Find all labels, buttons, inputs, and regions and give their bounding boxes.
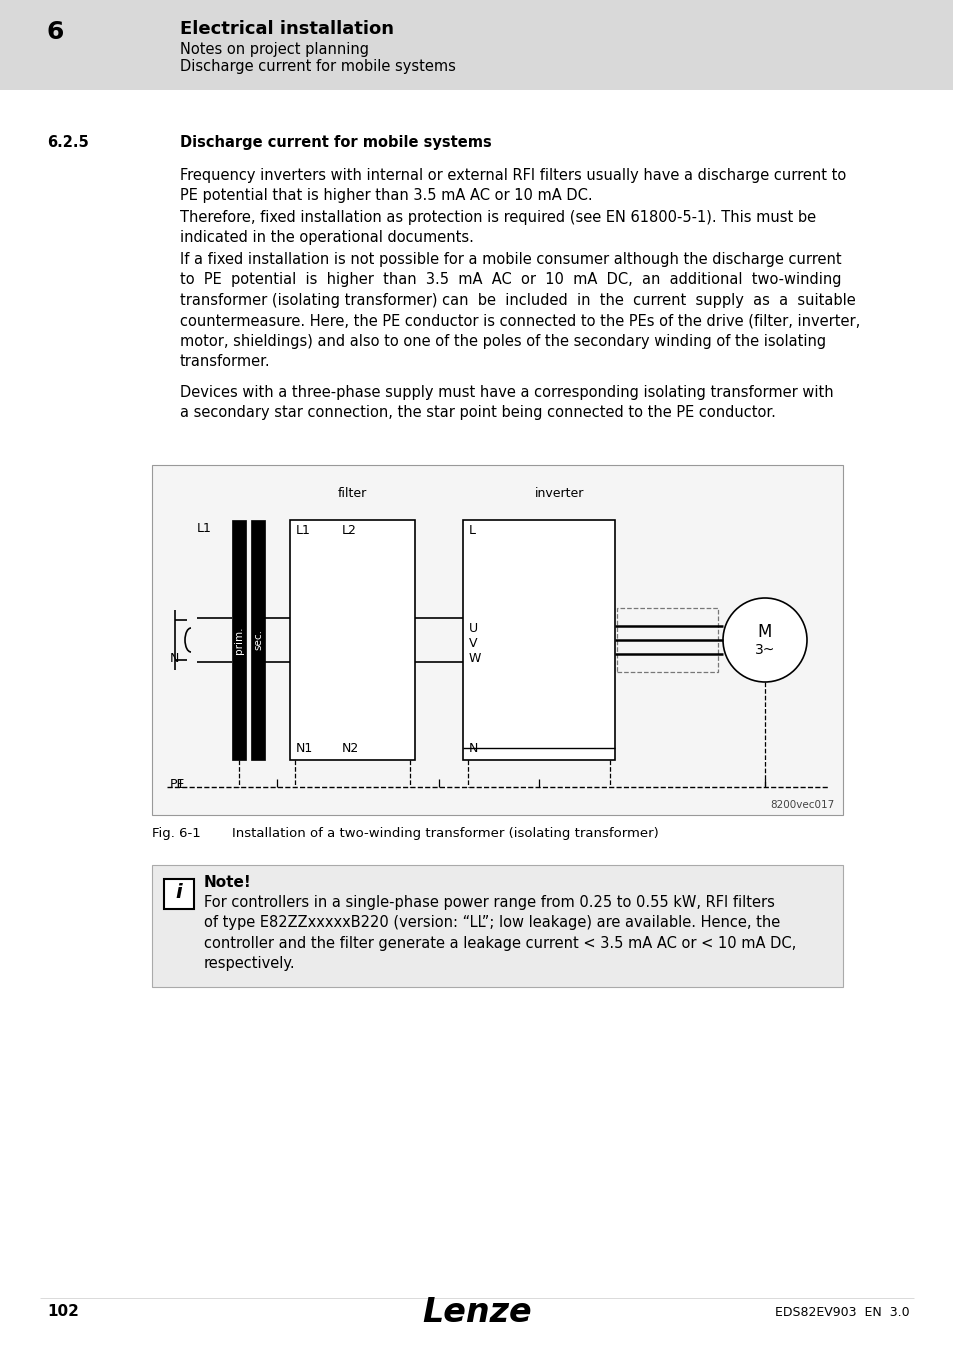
Text: Discharge current for mobile systems: Discharge current for mobile systems: [180, 135, 491, 150]
Text: N: N: [469, 743, 477, 755]
Text: N: N: [170, 652, 179, 666]
Text: Devices with a three-phase supply must have a corresponding isolating transforme: Devices with a three-phase supply must h…: [180, 385, 833, 420]
Text: M: M: [757, 622, 771, 641]
Bar: [152, 865, 842, 987]
Text: Lenze: Lenze: [422, 1296, 531, 1328]
Text: U: U: [469, 622, 477, 634]
Text: sec.: sec.: [253, 629, 263, 651]
Bar: [462, 520, 615, 760]
Text: N1: N1: [295, 743, 313, 755]
Text: filter: filter: [337, 487, 366, 500]
Text: 3~: 3~: [754, 643, 775, 657]
Text: inverter: inverter: [535, 487, 584, 500]
Bar: [232, 520, 246, 760]
Text: 6.2.5: 6.2.5: [47, 135, 89, 150]
Text: EDS82EV903  EN  3.0: EDS82EV903 EN 3.0: [775, 1305, 909, 1319]
Text: 8200vec017: 8200vec017: [770, 801, 834, 810]
Text: If a fixed installation is not possible for a mobile consumer although the disch: If a fixed installation is not possible …: [180, 252, 860, 369]
Text: Frequency inverters with internal or external RFI filters usually have a dischar: Frequency inverters with internal or ext…: [180, 167, 845, 204]
Text: L1: L1: [295, 524, 311, 537]
Text: 6: 6: [47, 20, 64, 45]
Text: prim.: prim.: [233, 626, 244, 653]
Text: Notes on project planning: Notes on project planning: [180, 42, 369, 57]
Text: 102: 102: [47, 1304, 79, 1319]
Text: For controllers in a single-phase power range from 0.25 to 0.55 kW, RFI filters
: For controllers in a single-phase power …: [204, 895, 796, 971]
Text: Note!: Note!: [204, 875, 252, 890]
Bar: [152, 464, 842, 815]
Text: Electrical installation: Electrical installation: [180, 20, 394, 38]
Text: Fig. 6-1: Fig. 6-1: [152, 828, 200, 840]
Bar: [0, 0, 953, 90]
Text: Therefore, fixed installation as protection is required (see EN 61800-5-1). This: Therefore, fixed installation as protect…: [180, 211, 815, 246]
Text: L2: L2: [341, 524, 356, 537]
Text: PE: PE: [170, 778, 185, 791]
Bar: [617, 608, 718, 672]
Bar: [290, 520, 415, 760]
Text: N2: N2: [341, 743, 359, 755]
Text: L: L: [469, 524, 476, 537]
Circle shape: [722, 598, 806, 682]
Text: L1: L1: [196, 522, 212, 535]
Bar: [164, 879, 193, 909]
Text: V: V: [469, 637, 477, 649]
Text: Installation of a two-winding transformer (isolating transformer): Installation of a two-winding transforme…: [232, 828, 659, 840]
Text: W: W: [469, 652, 481, 666]
Bar: [251, 520, 265, 760]
Text: i: i: [175, 883, 182, 903]
Text: Discharge current for mobile systems: Discharge current for mobile systems: [180, 59, 456, 74]
